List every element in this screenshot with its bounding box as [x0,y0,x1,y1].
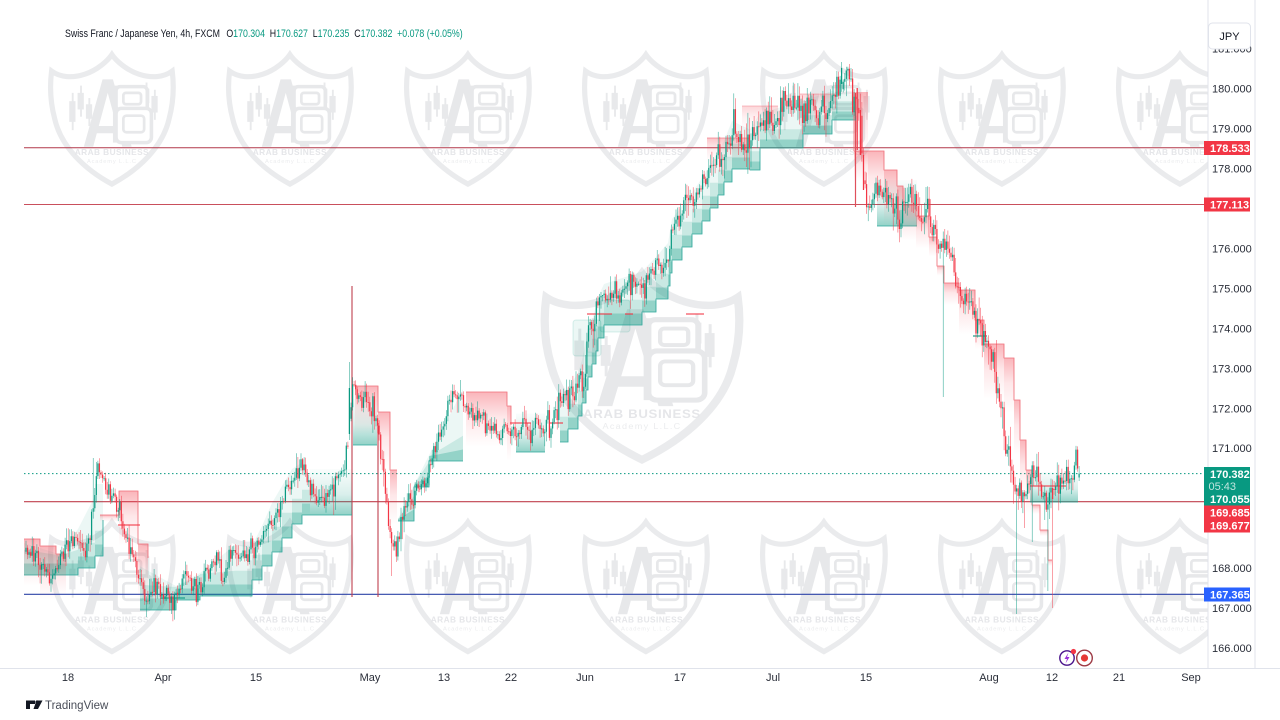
svg-text:15: 15 [860,672,872,684]
svg-text:180.000: 180.000 [1212,84,1252,96]
svg-text:Aug: Aug [979,672,999,684]
svg-text:15: 15 [250,672,262,684]
svg-text:Sep: Sep [1181,672,1201,684]
svg-text:169.677: 169.677 [1210,521,1250,533]
svg-text:05:43: 05:43 [1209,481,1237,493]
svg-text:177.113: 177.113 [1210,200,1249,212]
svg-text:179.000: 179.000 [1212,124,1252,136]
svg-text:167.365: 167.365 [1210,590,1250,602]
svg-text:May: May [360,672,381,684]
svg-text:178.533: 178.533 [1210,143,1250,155]
svg-text:171.000: 171.000 [1212,443,1252,455]
svg-text:172.000: 172.000 [1212,403,1252,415]
svg-text:170.055: 170.055 [1210,494,1250,506]
svg-text:176.000: 176.000 [1212,243,1252,255]
svg-text:Apr: Apr [154,672,171,684]
svg-text:174.000: 174.000 [1212,323,1252,335]
svg-text:Jul: Jul [766,672,780,684]
svg-text:168.000: 168.000 [1212,563,1252,575]
svg-text:167.000: 167.000 [1212,603,1252,615]
svg-text:170.382: 170.382 [1210,469,1250,481]
svg-text:TradingView: TradingView [45,700,109,712]
svg-text:22: 22 [505,672,517,684]
svg-text:Jun: Jun [576,672,594,684]
svg-text:173.000: 173.000 [1212,363,1252,375]
svg-text:12: 12 [1046,672,1058,684]
svg-text:178.000: 178.000 [1212,163,1252,175]
svg-text:166.000: 166.000 [1212,643,1252,655]
svg-text:Swiss Franc / Japanese Yen, 4h: Swiss Franc / Japanese Yen, 4h, FXCM O170… [65,28,463,40]
svg-text:JPY: JPY [1219,31,1240,43]
svg-text:175.000: 175.000 [1212,283,1252,295]
svg-text:169.685: 169.685 [1210,508,1250,520]
svg-text:18: 18 [62,672,74,684]
svg-text:21: 21 [1113,672,1125,684]
svg-text:13: 13 [438,672,450,684]
svg-text:17: 17 [674,672,686,684]
